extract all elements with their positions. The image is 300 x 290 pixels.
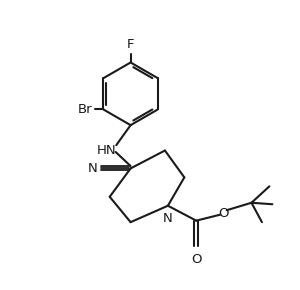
Text: Br: Br [77, 103, 92, 116]
Text: HN: HN [97, 144, 116, 157]
Text: F: F [127, 38, 134, 51]
Text: N: N [163, 212, 173, 225]
Text: N: N [87, 162, 97, 175]
Text: O: O [218, 207, 228, 220]
Text: O: O [191, 253, 202, 266]
